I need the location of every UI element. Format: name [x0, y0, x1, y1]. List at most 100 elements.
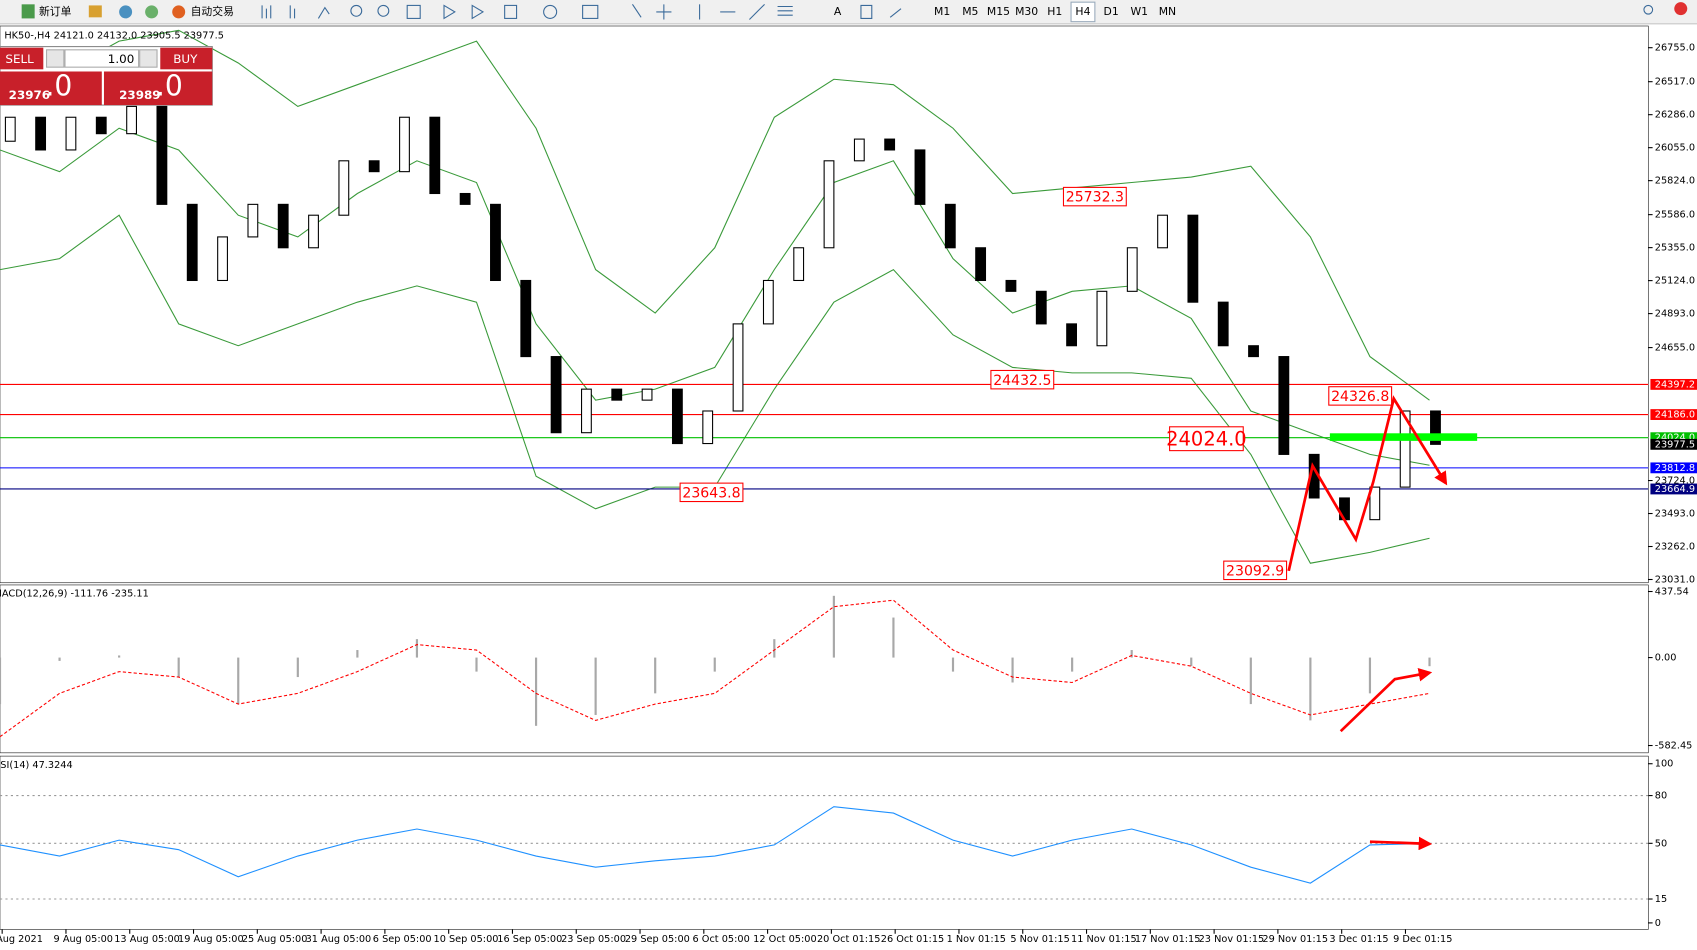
macd-bar	[177, 657, 180, 678]
active-timeframe	[1070, 1, 1096, 23]
lot-down[interactable]	[46, 49, 65, 68]
auto-trading-icon[interactable]	[172, 5, 186, 19]
x-tick-label: 16 Sep 05:00	[497, 934, 562, 945]
macd-bar	[1368, 657, 1372, 694]
candle	[95, 116, 107, 135]
bollinger-band	[0, 127, 1430, 466]
new-order-button[interactable]: 新订单	[39, 4, 72, 18]
lot-size[interactable]: 1.00	[108, 52, 135, 66]
buy-button[interactable]	[160, 47, 213, 70]
x-tick-label: 19 Aug 05:00	[178, 934, 244, 945]
sell-price-box[interactable]	[0, 71, 102, 106]
price-tag-label: 24024.0	[1655, 433, 1695, 444]
timeframe-button[interactable]: MN	[1159, 5, 1176, 18]
lot-input[interactable]	[64, 49, 140, 68]
timeframe-button[interactable]: D1	[1104, 5, 1119, 18]
timeframe-button[interactable]: M15	[987, 5, 1010, 18]
sell-label[interactable]: SELL	[5, 52, 34, 66]
x-tick-label: 29 Nov 01:15	[1262, 934, 1328, 945]
candle	[1187, 214, 1199, 303]
timeframe-button[interactable]: H4	[1075, 5, 1090, 18]
toolbar-icon[interactable]	[88, 5, 102, 18]
macd-bar	[654, 657, 657, 694]
timeframe-button[interactable]: W1	[1130, 5, 1148, 18]
y-tick-label: 50	[1655, 838, 1667, 849]
toolbar-icon[interactable]	[119, 5, 133, 19]
macd-bar	[0, 657, 2, 705]
candle	[399, 116, 410, 173]
timeframe-button[interactable]: M1	[934, 5, 950, 18]
sell-button[interactable]	[0, 47, 44, 70]
y-tick-label: 23493.0	[1655, 509, 1695, 520]
x-tick-label: 23 Sep 05:00	[561, 934, 626, 945]
candle	[156, 105, 168, 205]
text-tool[interactable]: A	[834, 5, 842, 18]
y-tick-label: 23031.0	[1655, 574, 1695, 585]
candle	[1126, 247, 1138, 292]
candle	[853, 138, 865, 162]
lot-up[interactable]	[139, 49, 158, 68]
price-tag-label: 23812.8	[1655, 463, 1695, 474]
notification-badge[interactable]	[1674, 2, 1688, 16]
timeframe-button[interactable]: H1	[1047, 5, 1062, 18]
candle	[1066, 323, 1078, 347]
candle	[1430, 410, 1441, 445]
macd-bar	[832, 595, 835, 658]
price-tag	[1650, 462, 1697, 474]
drawn-arrow	[1339, 668, 1433, 733]
rsi-line	[0, 806, 1430, 884]
macd-panel	[0, 584, 1649, 754]
price-annotation: 24326.8	[1331, 389, 1389, 405]
price-tag-label: 24397.2	[1655, 379, 1695, 390]
buy-price-box[interactable]	[103, 71, 213, 106]
toolbar-icon[interactable]	[145, 5, 159, 19]
x-tick-label: 9 Aug 05:00	[54, 934, 113, 945]
toolbar-tools[interactable]	[261, 3, 1654, 20]
price-tag	[1650, 432, 1697, 444]
price-tag-label: 24186.0	[1655, 410, 1695, 421]
candle	[277, 203, 289, 249]
candle	[338, 160, 350, 216]
auto-trading-button[interactable]: 自动交易	[191, 4, 234, 18]
candle	[762, 279, 774, 325]
y-tick-label: 15	[1655, 894, 1667, 905]
x-tick-label: 11 Nov 01:15	[1071, 934, 1137, 945]
macd-bar	[118, 655, 121, 658]
candle	[1157, 214, 1168, 249]
candle	[308, 214, 319, 249]
y-tick-label: 0.00	[1655, 653, 1677, 664]
sell-price-fraction[interactable]: .0	[45, 70, 72, 103]
x-tick-label: 25 Aug 05:00	[242, 934, 308, 945]
candle	[732, 323, 744, 412]
candle	[944, 203, 956, 249]
macd-bar	[1249, 657, 1252, 705]
macd-bar	[58, 657, 61, 661]
candle	[611, 388, 623, 401]
x-tick-label: 13 Aug 05:00	[114, 934, 180, 945]
timeframe-button[interactable]: M30	[1015, 5, 1038, 18]
buy-label[interactable]: BUY	[173, 52, 198, 66]
macd-bar	[1190, 657, 1193, 667]
main-panel	[0, 25, 1649, 584]
new-order-icon[interactable]	[21, 4, 35, 19]
candle	[1035, 290, 1047, 325]
sell-price[interactable]: 23976	[9, 88, 50, 102]
macd-bar	[713, 657, 716, 672]
candle	[975, 247, 987, 282]
price-annotation: 24024.0	[1166, 427, 1247, 450]
y-tick-label: 100	[1655, 759, 1674, 770]
buy-price-fraction[interactable]: .0	[156, 70, 183, 103]
candle	[459, 192, 471, 205]
bollinger-band	[0, 29, 1430, 401]
macd-bar	[475, 657, 478, 672]
x-tick-label: 9 Dec 01:15	[1393, 934, 1452, 945]
candle	[4, 116, 16, 142]
timeframe-button[interactable]: M5	[962, 5, 978, 18]
buy-price[interactable]: 23989	[119, 88, 160, 102]
macd-bar	[892, 617, 895, 658]
y-tick-label: 25124.0	[1655, 276, 1695, 287]
y-tick-label: 24893.0	[1655, 309, 1695, 320]
x-tick-label: 26 Oct 01:15	[881, 934, 944, 945]
price-annotation: 24432.5	[993, 373, 1051, 389]
